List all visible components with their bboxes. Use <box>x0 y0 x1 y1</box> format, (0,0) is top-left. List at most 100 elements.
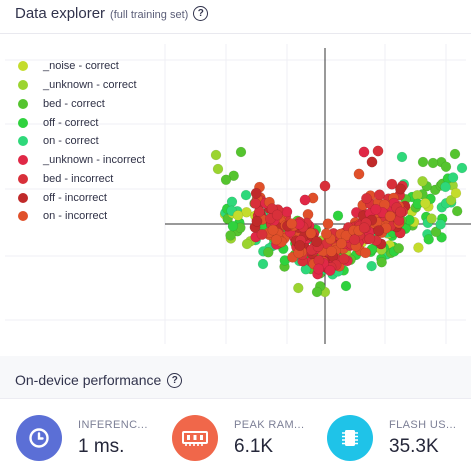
scatter-point <box>420 198 431 209</box>
metric-peak-ram: PEAK RAM... 6.1K <box>172 415 304 461</box>
data-explorer-subtitle: (full training set) <box>110 8 189 21</box>
metric-icon-bg <box>327 415 373 461</box>
legend-label: off - correct <box>43 116 99 129</box>
legend-label: _unknown - correct <box>43 79 137 92</box>
scatter-point <box>322 218 334 230</box>
legend-item[interactable]: bed - correct <box>18 95 145 114</box>
scatter-point <box>393 243 405 254</box>
legend-item[interactable]: off - correct <box>18 113 145 132</box>
scatter-point <box>376 256 387 268</box>
scatter-point <box>240 189 252 201</box>
chip-icon <box>342 430 358 446</box>
ram-icon <box>182 431 208 446</box>
scatter-point <box>270 234 282 246</box>
scatter-point <box>286 218 298 230</box>
scatter-point <box>423 234 434 245</box>
scatter-point <box>364 233 376 245</box>
scatter-point <box>299 194 311 206</box>
legend-label: _noise - correct <box>43 60 119 73</box>
legend-item[interactable]: _noise - correct <box>18 57 145 76</box>
scatter-point <box>417 176 428 187</box>
legend-swatch <box>18 211 28 222</box>
header-divider <box>0 33 471 34</box>
scatter-point <box>336 238 347 250</box>
scatter-point <box>456 162 468 174</box>
legend-item[interactable]: on - incorrect <box>18 207 145 226</box>
scatter-point <box>340 280 352 292</box>
scatter-point <box>256 228 268 240</box>
scatter-point <box>361 192 372 204</box>
scatter-point <box>440 181 451 193</box>
scatter-point <box>440 161 452 172</box>
scatter-point <box>251 215 263 227</box>
scatter-point <box>413 242 424 253</box>
scatter-point <box>324 265 336 276</box>
performance-title: On-device performance <box>15 372 162 388</box>
scatter-point <box>249 197 261 209</box>
clock-icon <box>29 428 49 448</box>
scatter-point <box>449 148 461 160</box>
scatter-point <box>396 151 408 163</box>
legend-item[interactable]: _unknown - correct <box>18 76 145 95</box>
data-explorer-header: Data explorer (full training set) ? <box>15 5 209 22</box>
scatter-point <box>293 282 304 294</box>
legend-swatch <box>18 117 28 128</box>
help-icon[interactable]: ? <box>167 372 183 388</box>
scatter-point <box>447 172 459 183</box>
scatter-point <box>263 247 274 258</box>
scatter-point <box>311 236 323 248</box>
scatter-point <box>451 205 463 217</box>
legend-label: on - correct <box>43 135 99 148</box>
legend-item[interactable]: bed - incorrect <box>18 170 145 189</box>
scatter-point <box>319 180 331 192</box>
performance-metrics: INFERENC... 1 ms. PEAK RAM... 6.1K <box>0 398 471 470</box>
scatter-point <box>353 168 365 180</box>
scatter-point <box>241 238 253 250</box>
scatter-point <box>235 146 247 158</box>
scatter-point <box>311 286 323 298</box>
scatter-point <box>305 227 317 239</box>
legend-swatch <box>18 98 28 109</box>
on-device-performance-panel: On-device performance ? INFERENC... 1 ms… <box>0 356 471 470</box>
scatter-point <box>366 260 377 272</box>
scatter-point <box>349 234 361 246</box>
metric-flash-usage: FLASH US... 35.3K <box>327 415 456 461</box>
scatter-point <box>358 146 370 158</box>
scatter-point <box>257 258 269 270</box>
metric-label: FLASH US... <box>389 418 457 431</box>
legend-swatch <box>18 136 28 147</box>
metric-inferencing-time: INFERENC... 1 ms. <box>16 415 148 461</box>
scatter-point <box>332 210 344 221</box>
scatter-point <box>271 209 283 221</box>
scatter-point <box>360 247 371 259</box>
legend-swatch <box>18 173 28 184</box>
scatter-point <box>326 245 337 257</box>
scatter-point <box>267 224 279 236</box>
help-icon[interactable]: ? <box>193 6 209 21</box>
scatter-point <box>384 210 396 222</box>
scatter-point <box>374 189 385 201</box>
scatter-point <box>281 206 293 218</box>
scatter-point <box>227 220 239 232</box>
scatter-point <box>435 219 446 230</box>
scatter-legend: _noise - correct _unknown - correct bed - … <box>18 57 145 226</box>
scatter-point <box>320 228 332 240</box>
scatter-point <box>366 156 378 168</box>
legend-label: _unknown - incorrect <box>43 154 146 167</box>
legend-item[interactable]: off - incorrect <box>18 188 145 207</box>
metric-value: 6.1K <box>234 435 274 457</box>
scatter-point <box>373 225 385 237</box>
legend-item[interactable]: on - correct <box>18 132 145 151</box>
legend-item[interactable]: _unknown - incorrect <box>18 151 145 170</box>
performance-header: On-device performance ? <box>15 372 183 388</box>
metric-value: 1 ms. <box>78 435 125 457</box>
scatter-point <box>358 222 370 234</box>
metric-icon-bg <box>172 415 218 461</box>
feature-scatter-plot[interactable] <box>0 34 471 356</box>
legend-label: bed - incorrect <box>43 172 114 185</box>
legend-swatch <box>18 61 28 72</box>
scatter-point <box>426 213 437 224</box>
scatter-point <box>430 226 442 238</box>
legend-label: bed - correct <box>43 97 105 110</box>
scatter-point <box>450 187 462 199</box>
